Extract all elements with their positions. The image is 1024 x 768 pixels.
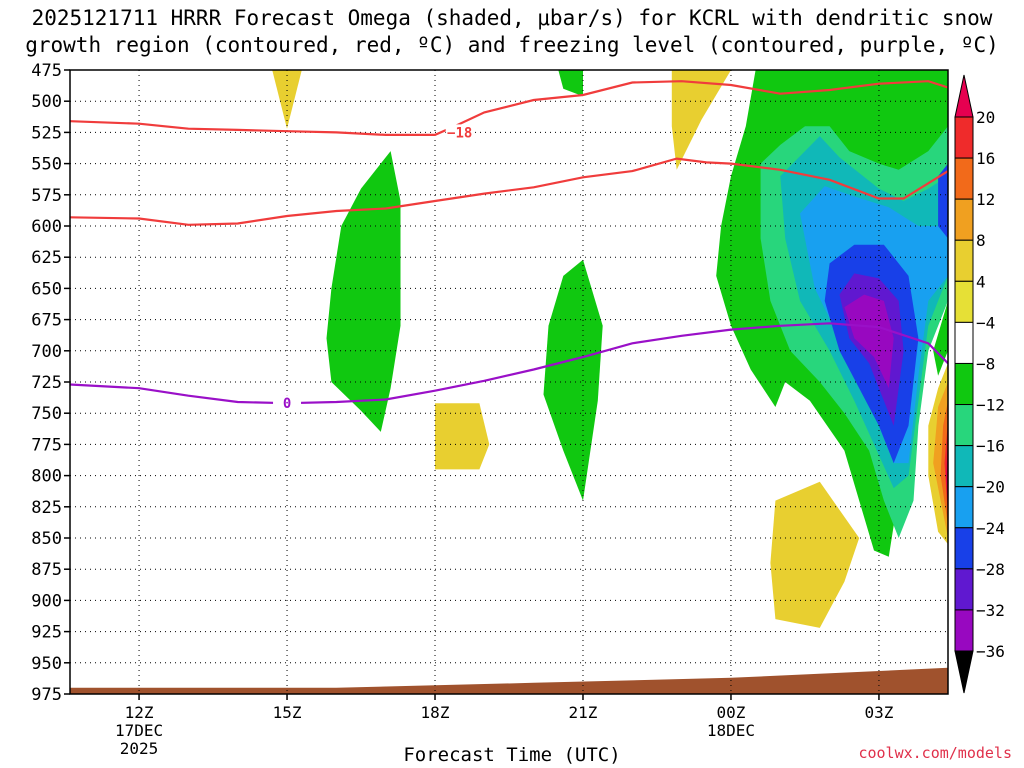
x-tick-year-12Z: 2025: [120, 739, 159, 758]
x-tick-label-00Z: 00Z: [717, 703, 746, 722]
colorbar-label-5: −4: [976, 313, 995, 332]
omega-region-10: [844, 294, 894, 389]
colorbar-label-6: −8: [976, 354, 995, 373]
y-tick-label-575: 575: [31, 186, 62, 206]
colorbar-bin-11: [954, 568, 974, 611]
omega-region-1: [543, 259, 603, 501]
omega-region-13: [435, 403, 490, 470]
omega-shading-layer: [70, 70, 948, 694]
x-axis-label: Forecast Time (UTC): [403, 744, 621, 766]
y-tick-label-500: 500: [31, 92, 62, 112]
chart-title-line-2: growth region (contoured, red, ºC) and f…: [25, 33, 999, 57]
colorbar-bin-0: [954, 116, 974, 159]
x-tick-date-12Z: 17DEC: [115, 721, 163, 740]
colorbar-label-7: −12: [976, 396, 1005, 415]
colorbar-label-11: −28: [976, 560, 1005, 579]
contour--18: [70, 80, 948, 136]
omega-region-14: [770, 481, 860, 628]
y-tick-label-775: 775: [31, 435, 62, 455]
colorbar-label-8: −16: [976, 437, 1005, 456]
x-tick-label-15Z: 15Z: [273, 703, 302, 722]
y-tick-label-525: 525: [31, 123, 62, 143]
colorbar-label-10: −24: [976, 519, 1005, 538]
colorbar-bin-12: [954, 609, 974, 652]
colorbar-top-arrow: [954, 74, 974, 118]
colorbar-bin-5: [954, 321, 974, 364]
credit-text: coolwx.com/models: [858, 744, 1012, 762]
omega-region-11: [272, 70, 302, 129]
omega-region-0: [326, 151, 401, 432]
colorbar-label-4: 4: [976, 272, 986, 291]
y-tick-label-475: 475: [31, 61, 62, 81]
colorbar-bin-1: [954, 157, 974, 200]
axes-layer: 475 500 525 550 575 600 625 650 675 700 725 750 775 8…: [31, 61, 949, 758]
colorbar-label-3: 8: [976, 231, 986, 250]
colorbar-label-0: 20: [976, 108, 995, 127]
omega-region-12: [671, 70, 731, 170]
grid-layer: [70, 69, 948, 695]
y-tick-label-675: 675: [31, 311, 62, 331]
contour--12: [70, 157, 948, 226]
x-tick-date-00Z: 18DEC: [707, 721, 755, 740]
colorbar-label-2: 12: [976, 190, 995, 209]
x-tick-label-03Z: 03Z: [864, 703, 893, 722]
colorbar-bin-7: [954, 404, 974, 447]
omega-region-21: [70, 667, 948, 694]
contour-label-bg-0: [273, 395, 302, 412]
contour-label--18: −18: [447, 125, 472, 141]
omega-region-8: [938, 163, 948, 239]
x-tick-label-18Z: 18Z: [421, 703, 450, 722]
colorbar-bottom-arrow: [954, 650, 974, 694]
y-tick-label-850: 850: [31, 529, 62, 549]
colorbar-bin-9: [954, 486, 974, 529]
colorbar-label-13: −36: [976, 642, 1005, 661]
y-tick-label-550: 550: [31, 155, 62, 175]
colorbar-bin-2: [954, 198, 974, 241]
y-tick-label-625: 625: [31, 248, 62, 268]
colorbar-bin-8: [954, 445, 974, 488]
contour-layer: −18 0: [70, 80, 948, 412]
colorbar-label-12: −32: [976, 601, 1005, 620]
y-tick-label-650: 650: [31, 279, 62, 299]
omega-region-2: [558, 70, 583, 97]
chart-title-line-1: 2025121711 HRRR Forecast Omega (shaded, …: [31, 6, 993, 30]
x-tick-label-21Z: 21Z: [569, 703, 598, 722]
colorbar-bin-6: [954, 362, 974, 406]
colorbar-label-9: −20: [976, 478, 1005, 497]
y-tick-label-700: 700: [31, 342, 62, 362]
contour-label-0: 0: [283, 396, 291, 412]
y-tick-label-725: 725: [31, 373, 62, 393]
y-tick-label-800: 800: [31, 467, 62, 487]
omega-region-17: [940, 400, 948, 526]
colorbar-bin-4: [954, 280, 974, 323]
y-tick-label-925: 925: [31, 623, 62, 643]
y-tick-label-950: 950: [31, 654, 62, 674]
y-tick-label-975: 975: [31, 685, 62, 705]
omega-region-20: [933, 300, 948, 376]
y-tick-label-750: 750: [31, 404, 62, 424]
y-tick-label-825: 825: [31, 498, 62, 518]
colorbar: 20 16 12 8 4 −4 −8 −12 −16 −20 −24 −28 −32 −36: [954, 74, 1005, 694]
y-tick-label-600: 600: [31, 217, 62, 237]
x-tick-label-12Z: 12Z: [125, 703, 154, 722]
contour-0: [70, 322, 948, 405]
contour-label-bg--18: [445, 124, 474, 141]
y-tick-label-875: 875: [31, 560, 62, 580]
colorbar-bin-10: [954, 527, 974, 570]
colorbar-bin-3: [954, 239, 974, 282]
y-tick-label-900: 900: [31, 591, 62, 611]
colorbar-label-1: 16: [976, 149, 995, 168]
